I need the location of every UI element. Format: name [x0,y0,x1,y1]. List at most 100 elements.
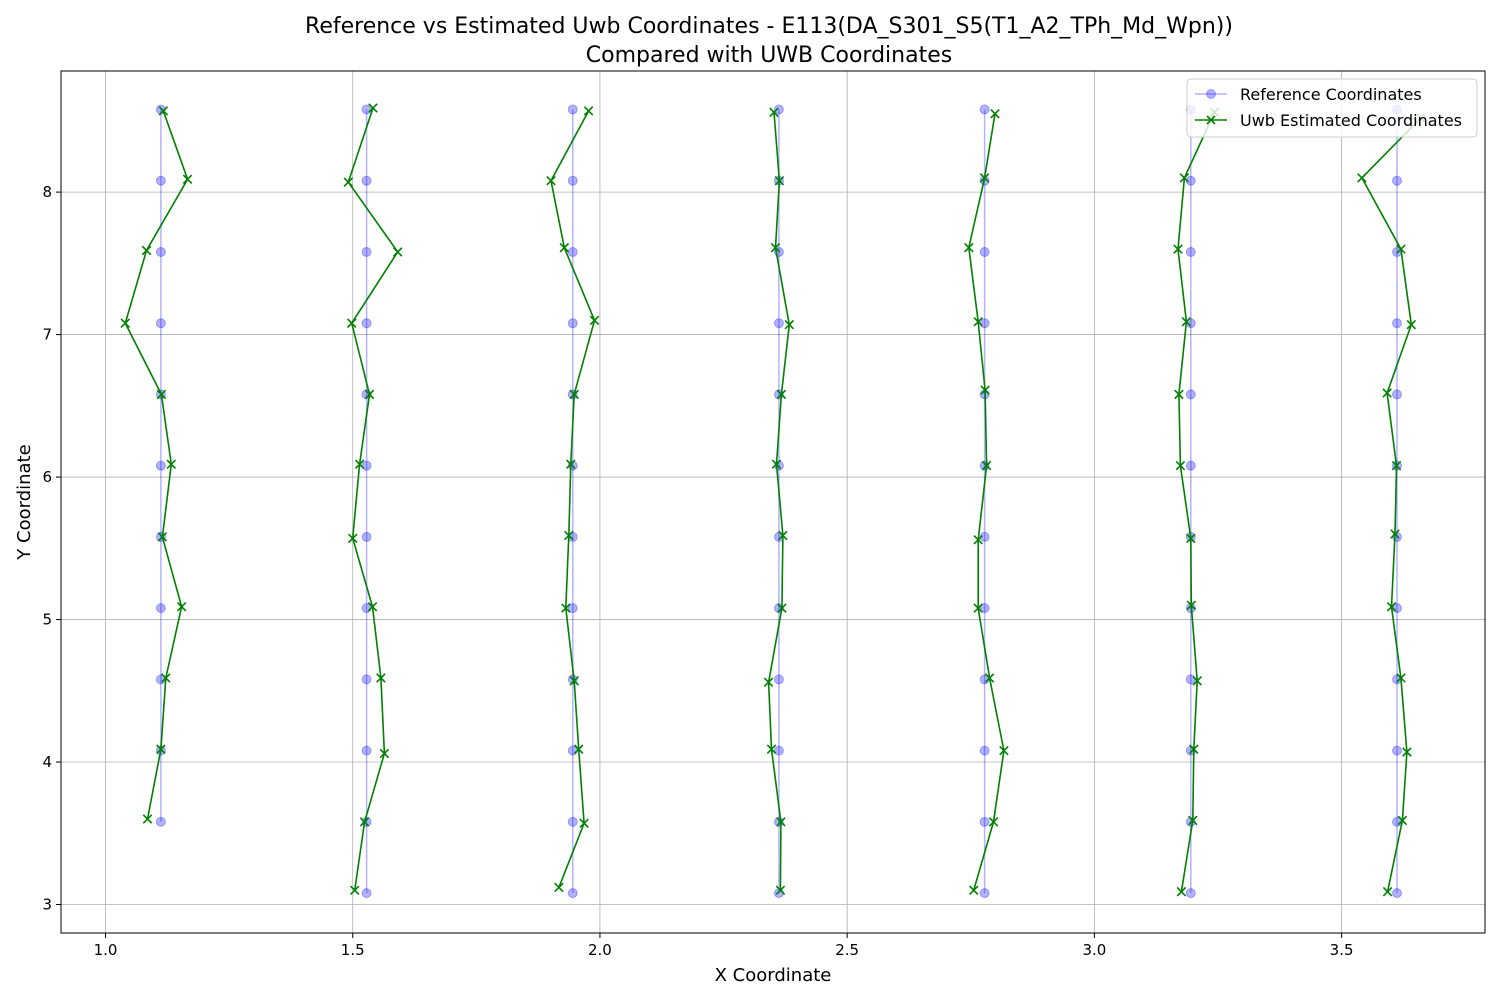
uwb-point [359,817,370,827]
reference-point [979,246,990,257]
reference-point [567,246,578,257]
y-tick-label: 3 [42,896,52,914]
uwb-point [1397,815,1408,826]
reference-point [361,531,372,542]
reference-point [567,175,578,186]
uwb-point [776,817,786,827]
uwb-point [988,817,999,827]
uwb-point [376,673,386,683]
legend-box [1186,78,1478,138]
uwb-point [778,530,788,541]
reference-point [155,175,166,186]
reference-point [567,816,578,827]
reference-point [155,816,166,827]
uwb-line [1360,117,1422,892]
legend-uwb-marker [1206,115,1216,125]
legend-reference-label: Reference Coordinates [1240,85,1422,104]
uwb-point [766,744,777,754]
uwb-point [1386,601,1397,612]
reference-point [773,318,784,329]
reference-point [1185,674,1196,685]
uwb-point [973,603,983,613]
x-tick-label: 2.0 [588,941,612,959]
uwb-point [999,745,1009,756]
reference-point [361,104,372,115]
reference-point [361,674,372,685]
uwb-point [392,247,403,257]
reference-point [155,246,166,257]
reference-point [773,888,784,899]
x-tick-label: 1.5 [341,941,365,959]
y-tick-label: 6 [42,468,52,486]
uwb-point [1176,886,1187,897]
uwb-point [1382,388,1392,398]
uwb-point [161,673,171,683]
x-tick-label: 3.0 [1082,941,1106,959]
uwb-point [980,385,990,395]
x-axis-label: X Coordinate [715,965,832,986]
reference-point [567,603,578,614]
uwb-point [784,319,795,330]
uwb-point [569,389,579,400]
reference-point [1185,389,1196,400]
uwb-point [569,676,579,686]
uwb-point [1181,316,1192,327]
chart-title: Reference vs Estimated Uwb Coordinates -… [305,14,1233,39]
reference-point [155,318,166,329]
uwb-point [968,885,979,896]
uwb-point [583,106,594,116]
uwb-point [1174,389,1184,400]
y-tick-label: 7 [42,326,52,344]
uwb-point [364,389,375,400]
uwb-point [1402,747,1412,757]
uwb-point [1396,673,1406,683]
uwb-point [769,107,779,118]
uwb-point [1406,319,1417,330]
reference-point [155,460,166,471]
uwb-point [1390,529,1400,539]
uwb-point [176,601,187,612]
uwb-point [554,882,564,893]
uwb-line [550,110,596,888]
reference-point [1391,318,1402,329]
uwb-line [1177,111,1216,892]
uwb-point [368,103,378,113]
uwb-point [774,175,785,186]
reference-point [361,175,372,186]
uwb-point [777,603,787,613]
uwb-point [973,316,983,327]
uwb-point [771,459,782,470]
grid [61,71,1485,933]
uwb-point [1186,533,1196,544]
reference-point [773,674,784,685]
uwb-point [1186,600,1197,611]
uwb-point [157,532,168,542]
uwb-point [770,242,781,253]
uwb-point [964,242,974,253]
uwb-point [776,389,787,400]
legend-reference-marker [1206,89,1216,99]
y-axis-label: Y Coordinate [14,444,35,560]
uwb-point [156,389,167,400]
reference-point [361,888,372,899]
uwb-point [990,108,1000,119]
uwb-point [579,818,589,829]
reference-point [1185,888,1196,899]
uwb-point [559,242,570,253]
x-tick-label: 3.5 [1330,941,1354,959]
reference-point [979,816,990,827]
uwb-point [566,459,576,470]
uwb-point [973,534,983,545]
reference-point [979,603,990,614]
x-axis-ticks: 1.0 1.5 2.0 2.5 3.0 3.5 [94,933,1354,959]
uwb-point [158,106,169,116]
uwb-point [1179,173,1190,183]
uwb-point [1188,815,1198,826]
x-tick-label: 1.0 [94,941,118,959]
reference-point [361,246,372,257]
plot-frame [60,70,1486,934]
uwb-point [775,885,786,896]
reference-point [773,104,784,115]
